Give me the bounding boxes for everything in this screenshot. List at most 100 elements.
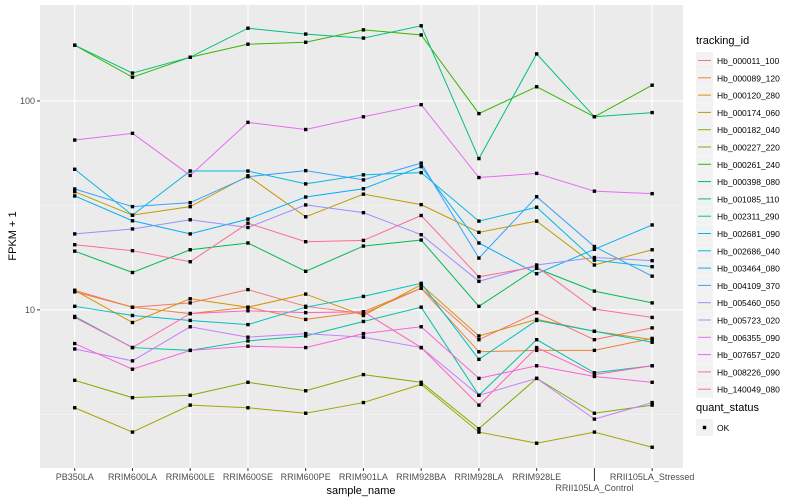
data-point [130, 71, 135, 75]
data-point [130, 75, 135, 79]
data-point [73, 167, 77, 171]
data-point [303, 292, 308, 296]
data-point [650, 380, 654, 385]
data-point [303, 195, 308, 199]
data-point [188, 55, 192, 59]
legend-label: Hb_000011_100 [717, 56, 780, 66]
data-point [130, 359, 135, 363]
data-point [246, 335, 250, 339]
data-point [534, 271, 539, 276]
data-point [303, 411, 308, 415]
data-point [130, 367, 135, 371]
shape-legend-title: quant_status [696, 402, 759, 414]
data-point [419, 382, 423, 387]
data-point [73, 347, 77, 351]
data-point [534, 318, 539, 323]
data-point [188, 248, 192, 252]
data-point [592, 372, 597, 377]
data-point [188, 318, 192, 323]
x-axis-title: sample_name [326, 485, 395, 497]
data-point [419, 24, 423, 28]
x-tick-label: RRIM600PE [281, 472, 331, 482]
legend-label: OK [717, 423, 730, 433]
data-point [246, 169, 250, 173]
data-point [246, 26, 250, 30]
data-point [534, 310, 539, 315]
data-point [650, 191, 654, 196]
data-point [650, 223, 654, 227]
data-point [361, 238, 366, 243]
data-point [188, 204, 192, 209]
data-point [303, 269, 308, 273]
y-tick-label: 10 [25, 305, 35, 315]
data-point [246, 309, 250, 313]
legend-label: Hb_000174_060 [717, 108, 780, 118]
data-point [303, 345, 308, 350]
data-point [246, 217, 250, 221]
legend-label: Hb_004109_370 [717, 281, 780, 291]
data-point [477, 241, 481, 245]
data-point [534, 205, 539, 209]
data-point [419, 33, 423, 37]
data-point [361, 313, 366, 318]
data-point [477, 256, 481, 260]
data-point [303, 317, 308, 322]
data-point [73, 232, 77, 236]
data-point [246, 380, 250, 385]
data-point [477, 430, 481, 434]
data-point [73, 43, 77, 47]
legend: tracking_id Hb_000011_100 Hb_000089_120 Hb… [696, 35, 780, 398]
data-point [592, 115, 597, 119]
data-point [534, 52, 539, 56]
data-point [534, 337, 539, 342]
y-tick-label: 100 [20, 96, 35, 106]
legend-label: Hb_000089_120 [717, 73, 780, 83]
data-point [303, 334, 308, 338]
data-point [361, 244, 366, 248]
data-point [188, 218, 192, 222]
legend-label: Hb_000227_220 [717, 143, 780, 153]
data-point [477, 426, 481, 431]
data-point [361, 310, 366, 314]
data-point [592, 189, 597, 193]
data-point [419, 161, 423, 165]
data-point [73, 249, 77, 253]
data-point [188, 311, 192, 316]
data-point [361, 372, 366, 377]
data-point [246, 344, 250, 348]
data-point [361, 210, 366, 215]
data-point [534, 364, 539, 368]
legend-point-icon [702, 425, 707, 430]
x-tick-label: RRII105LA_Control [555, 483, 633, 493]
x-tick-label: RRIM600LE [166, 472, 215, 482]
data-point [534, 441, 539, 445]
data-point [246, 339, 250, 343]
x-tick-label: RRIM600SE [223, 472, 273, 482]
legend-label: Hb_007657_020 [717, 350, 780, 360]
legend-label: Hb_140049_080 [717, 385, 780, 395]
data-point [73, 243, 77, 247]
data-point [419, 286, 423, 290]
data-point [650, 264, 654, 269]
data-point [303, 182, 308, 186]
legend-label: Hb_000120_280 [717, 91, 780, 101]
data-points [73, 24, 654, 449]
data-point [477, 334, 481, 338]
data-point [419, 345, 423, 350]
data-point [592, 247, 597, 251]
data-point [361, 294, 366, 299]
legend-label: Hb_005723_020 [717, 316, 780, 326]
data-point [188, 393, 192, 397]
data-point [188, 200, 192, 205]
data-point [73, 304, 77, 309]
data-point [650, 83, 654, 87]
data-point [246, 174, 250, 179]
data-point [534, 266, 539, 271]
x-tick-label: RRIM928LA [454, 472, 503, 482]
data-point [361, 400, 366, 405]
data-point [650, 445, 654, 449]
data-point [246, 406, 250, 410]
data-point [303, 305, 308, 309]
legend-label: Hb_002681_090 [717, 229, 780, 239]
data-point [534, 195, 539, 199]
